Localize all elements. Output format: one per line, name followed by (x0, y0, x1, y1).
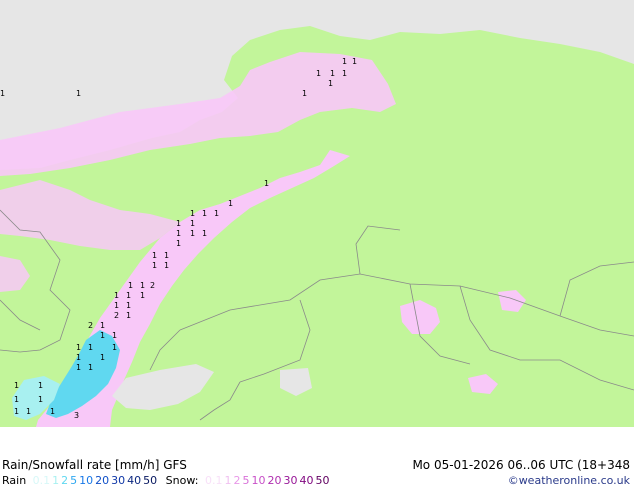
snow-marker: 1 (126, 291, 131, 300)
rain-legend-scale: 0.1 1 2 5 10 20 30 40 50 (33, 474, 160, 487)
snow-marker: 1 (76, 353, 81, 362)
lake-area (280, 368, 312, 396)
rain-area-core (46, 330, 120, 418)
snow-marker: 1 (352, 57, 357, 66)
snow-marker: 2 (114, 311, 119, 320)
snow-band-north (0, 52, 396, 176)
snow-marker: 1 (0, 89, 5, 98)
snow-marker: 1 (76, 89, 81, 98)
snow-marker: 1 (112, 331, 117, 340)
snow-marker: 1 (14, 407, 19, 416)
snow-marker: 1 (114, 301, 119, 310)
snow-marker: 1 (164, 261, 169, 270)
snow-legend-scale: 0.1 1 2 5 10 20 30 40 50 (205, 474, 332, 487)
snow-marker: 1 (26, 407, 31, 416)
rain-area-west (12, 376, 60, 420)
legend-footer (0, 427, 634, 490)
snow-marker: 1 (214, 209, 219, 218)
snow-marker: 1 (190, 229, 195, 238)
valid-time: Mo 05-01-2026 06..06 UTC (18+348 (412, 458, 630, 472)
snow-marker: 1 (264, 179, 269, 188)
snow-marker: 1 (50, 407, 55, 416)
snow-marker: 1 (152, 251, 157, 260)
rain-legend-value: 50 (143, 474, 158, 487)
snow-marker: 1 (202, 229, 207, 238)
snow-patch-west (0, 180, 180, 250)
rain-legend-value: 0.1 (32, 474, 51, 487)
snow-marker: 1 (126, 311, 131, 320)
snow-marker: 1 (38, 381, 43, 390)
snow-legend-value: 40 (299, 474, 314, 487)
rain-legend-value: 40 (127, 474, 142, 487)
snow-marker: 2 (88, 321, 93, 330)
snow-marker: 1 (190, 219, 195, 228)
snow-marker: 1 (38, 395, 43, 404)
snow-marker: 1 (176, 219, 181, 228)
snow-marker: 3 (74, 411, 79, 420)
rain-legend-value: 30 (111, 474, 126, 487)
snow-marker: 1 (140, 281, 145, 290)
snow-marker: 1 (88, 343, 93, 352)
snow-marker: 2 (150, 281, 155, 290)
snow-marker: 1 (176, 229, 181, 238)
snow-marker: 1 (164, 251, 169, 260)
snow-legend-value: 10 (251, 474, 266, 487)
snow-marker: 1 (342, 57, 347, 66)
snow-marker: 1 (14, 395, 19, 404)
snow-marker: 1 (152, 261, 157, 270)
snow-patch-east-c (468, 374, 498, 394)
snow-marker: 1 (140, 291, 145, 300)
snow-marker: 1 (316, 69, 321, 78)
snow-legend-label: Snow: (165, 474, 199, 487)
snow-marker: 1 (128, 281, 133, 290)
snow-marker-labels: 1 1 1 1 1 1 1 1 1 1 1 1 1 1 1 1 1 1 1 1 … (0, 57, 357, 420)
precipitation-map: 1 1 1 1 1 1 1 1 1 1 1 1 1 1 1 1 1 1 1 1 … (0, 0, 634, 427)
snow-legend-value: 0.1 (204, 474, 223, 487)
rain-legend-value: 2 (61, 474, 69, 487)
sea-area (112, 364, 214, 410)
rain-legend-value: 20 (95, 474, 110, 487)
snow-legend-value: 1 (224, 474, 232, 487)
snow-legend-value: 30 (283, 474, 298, 487)
snow-marker: 1 (302, 89, 307, 98)
snow-marker: 1 (88, 363, 93, 372)
snow-marker: 1 (328, 79, 333, 88)
snow-marker: 1 (202, 209, 207, 218)
snow-marker: 1 (228, 199, 233, 208)
rain-legend-value: 5 (70, 474, 78, 487)
snow-marker: 1 (76, 343, 81, 352)
rain-legend-value: 1 (52, 474, 60, 487)
snow-legend-value: 2 (233, 474, 241, 487)
snow-marker: 1 (100, 353, 105, 362)
snow-legend-value: 50 (315, 474, 330, 487)
snow-patch-east-b (498, 290, 526, 312)
snow-marker: 1 (112, 343, 117, 352)
snow-marker: 1 (14, 381, 19, 390)
snow-marker: 1 (100, 331, 105, 340)
snow-marker: 1 (330, 69, 335, 78)
snow-marker: 1 (100, 321, 105, 330)
snow-marker: 1 (190, 209, 195, 218)
rain-legend-label: Rain (2, 474, 27, 487)
credit-link[interactable]: ©weatheronline.co.uk (507, 474, 630, 487)
snow-legend-value: 20 (267, 474, 282, 487)
snow-patch-east-a (400, 300, 440, 334)
country-borders (0, 209, 634, 421)
chart-title: Rain/Snowfall rate [mm/h] GFS (2, 458, 187, 472)
snow-marker: 1 (126, 301, 131, 310)
snow-marker: 1 (76, 363, 81, 372)
snow-legend-value: 5 (242, 474, 250, 487)
precip-legend: Rain 0.1 1 2 5 10 20 30 40 50 Snow: 0.1 1 2 5 10 20 30… (2, 474, 334, 487)
snow-marker: 1 (176, 239, 181, 248)
snow-marker: 1 (342, 69, 347, 78)
snow-marker: 1 (114, 291, 119, 300)
snow-patch-edge (0, 256, 30, 292)
rain-legend-value: 10 (79, 474, 94, 487)
